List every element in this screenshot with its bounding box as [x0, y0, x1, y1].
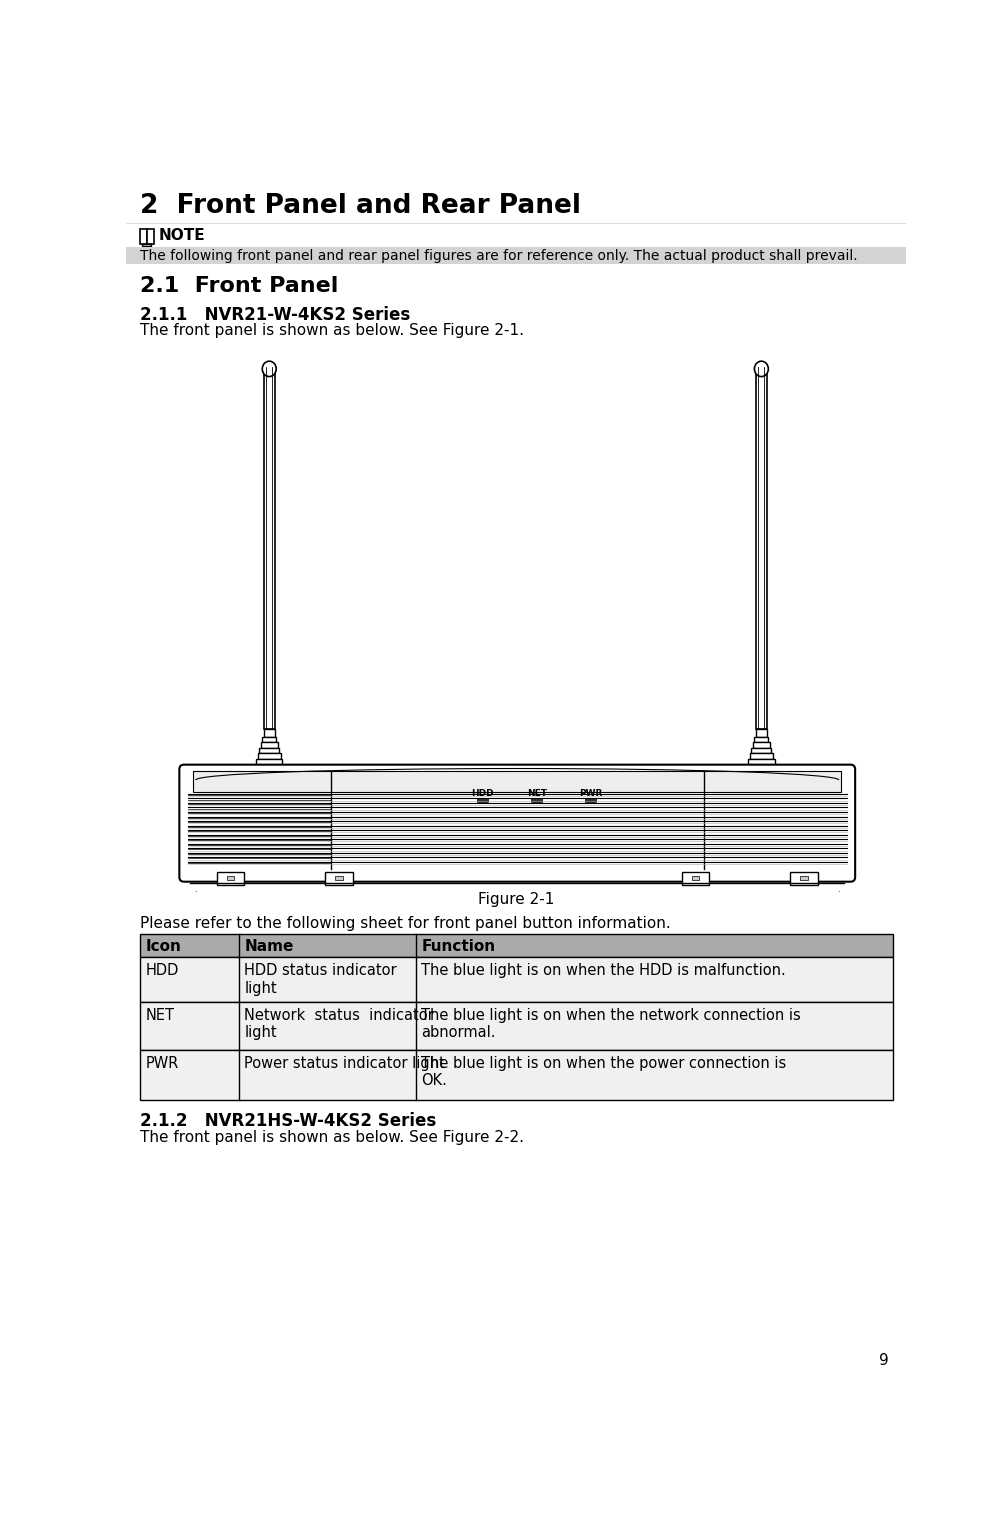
Text: .: .: [838, 885, 840, 894]
Bar: [227, 876, 235, 881]
Text: HDD status indicator
light: HDD status indicator light: [245, 963, 397, 996]
Bar: [748, 759, 774, 764]
Bar: [790, 873, 818, 885]
Text: NOTE: NOTE: [158, 229, 205, 242]
Bar: [140, 229, 147, 244]
Text: Please refer to the following sheet for front panel button information.: Please refer to the following sheet for …: [140, 916, 671, 931]
Bar: [532, 798, 542, 802]
Bar: [140, 957, 893, 1002]
Bar: [264, 367, 275, 729]
Text: 2.1  Front Panel: 2.1 Front Panel: [140, 276, 338, 296]
Bar: [261, 742, 278, 747]
Text: The blue light is on when the HDD is malfunction.: The blue light is on when the HDD is mal…: [421, 963, 785, 979]
Bar: [692, 876, 700, 881]
Bar: [140, 1002, 893, 1049]
Bar: [325, 873, 352, 885]
Text: Power status indicator light: Power status indicator light: [245, 1055, 445, 1071]
Ellipse shape: [754, 360, 768, 376]
Bar: [217, 873, 245, 885]
Text: PWR: PWR: [579, 788, 602, 798]
Text: 2  Front Panel and Rear Panel: 2 Front Panel and Rear Panel: [140, 193, 581, 219]
Bar: [147, 229, 154, 244]
Bar: [258, 753, 281, 759]
Bar: [264, 729, 275, 736]
Bar: [140, 934, 893, 957]
Text: Network  status  indicator
light: Network status indicator light: [245, 1008, 434, 1040]
Text: Name: Name: [245, 939, 294, 954]
Bar: [193, 770, 841, 793]
Text: .: .: [194, 885, 197, 894]
Text: HDD: HDD: [145, 963, 178, 979]
Text: The blue light is on when the power connection is
OK.: The blue light is on when the power conn…: [421, 1055, 786, 1088]
Bar: [477, 798, 487, 802]
Bar: [142, 244, 151, 247]
FancyBboxPatch shape: [179, 764, 855, 882]
Text: NET: NET: [527, 788, 547, 798]
Bar: [756, 367, 766, 729]
Bar: [801, 876, 808, 881]
Text: The front panel is shown as below. See Figure 2-2.: The front panel is shown as below. See F…: [140, 1131, 524, 1146]
Bar: [256, 759, 282, 764]
Text: NET: NET: [145, 1008, 174, 1023]
Text: The front panel is shown as below. See Figure 2-1.: The front panel is shown as below. See F…: [140, 322, 524, 337]
Ellipse shape: [262, 360, 276, 376]
Bar: [751, 747, 771, 753]
Bar: [335, 876, 342, 881]
Text: The following front panel and rear panel figures are for reference only. The act: The following front panel and rear panel…: [140, 249, 857, 262]
Bar: [750, 753, 773, 759]
Text: Figure 2-1: Figure 2-1: [477, 893, 554, 908]
Text: PWR: PWR: [145, 1055, 178, 1071]
Bar: [126, 247, 906, 264]
Bar: [756, 729, 766, 736]
Text: HDD: HDD: [471, 788, 493, 798]
Bar: [682, 873, 710, 885]
Text: The blue light is on when the network connection is
abnormal.: The blue light is on when the network co…: [421, 1008, 801, 1040]
Bar: [259, 747, 279, 753]
Bar: [754, 736, 768, 742]
Text: Icon: Icon: [145, 939, 181, 954]
Text: 2.1.2   NVR21HS-W-4KS2 Series: 2.1.2 NVR21HS-W-4KS2 Series: [140, 1112, 436, 1131]
Bar: [753, 742, 770, 747]
Text: Function: Function: [421, 939, 495, 954]
Text: 2.1.1   NVR21-W-4KS2 Series: 2.1.1 NVR21-W-4KS2 Series: [140, 305, 410, 324]
Bar: [585, 798, 596, 802]
Bar: [262, 736, 276, 742]
Text: 9: 9: [879, 1353, 889, 1368]
Bar: [140, 1049, 893, 1100]
